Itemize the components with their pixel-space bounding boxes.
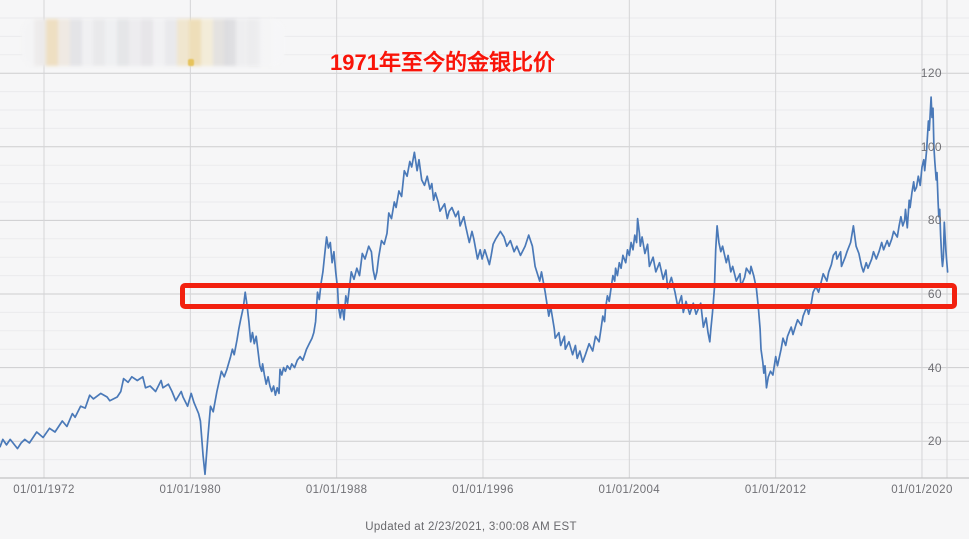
highlight-box-60-level: [180, 282, 957, 309]
y-axis-tick-label: 120: [920, 66, 942, 81]
x-axis-tick-label: 01/01/1988: [305, 484, 368, 496]
y-axis-tick-label: 40: [927, 360, 942, 375]
watermark-speck: [188, 59, 194, 66]
x-axis-tick-label: 01/01/2004: [598, 484, 661, 496]
x-axis-tick-label: 01/01/1980: [159, 484, 222, 496]
y-axis-tick-label: 60: [927, 287, 942, 301]
update-timestamp: Updated at 2/23/2021, 3:00:08 AM EST: [365, 521, 577, 533]
x-axis-tick-label: 01/01/1996: [452, 484, 514, 496]
y-axis-tick-label: 20: [927, 434, 942, 449]
chart-title: 1971年至今的金银比价: [330, 50, 555, 75]
ratio-line-series: [0, 96, 949, 476]
x-axis-tick-label: 01/01/2012: [744, 484, 807, 496]
x-axis-tick-label: 01/01/2020: [891, 484, 953, 496]
y-axis-tick-label: 100: [920, 139, 942, 154]
x-axis-tick-label: 01/01/1972: [13, 484, 75, 496]
watermark-fade: [22, 19, 284, 66]
y-axis-tick-label: 80: [927, 213, 942, 228]
